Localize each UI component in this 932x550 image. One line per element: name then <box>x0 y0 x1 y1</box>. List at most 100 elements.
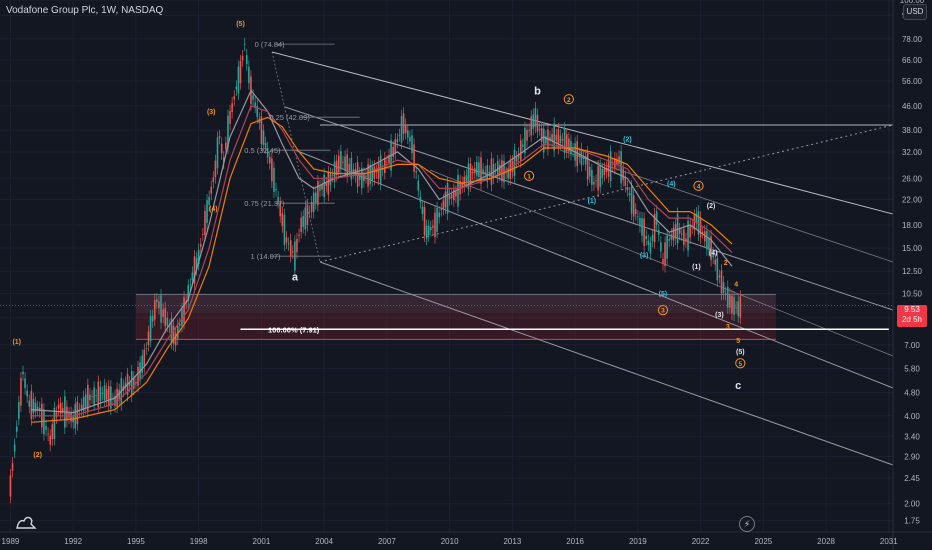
grid-layer <box>0 0 893 532</box>
price-candle-body <box>317 181 319 205</box>
price-candle-body <box>607 159 610 177</box>
price-candle-body <box>291 251 294 253</box>
last-price-tag: 9.53 2d 5h <box>897 305 927 327</box>
price-candle-body <box>722 282 725 294</box>
price-candle-body <box>572 148 574 151</box>
price-candle-body <box>599 165 602 187</box>
fib-level-label: 0.25 (42.09) <box>269 113 310 122</box>
price-candle-body <box>162 309 164 317</box>
fib-level-label: 0.75 (21.37) <box>244 199 285 208</box>
price-candle-body <box>532 114 535 129</box>
price-candle-body <box>639 217 641 227</box>
price-candle-body <box>683 229 685 245</box>
price-candle-body <box>55 412 58 418</box>
time-tick-label: 2007 <box>378 537 396 546</box>
price-candle-body <box>718 275 721 278</box>
price-candle-body <box>256 105 259 118</box>
price-candle-body <box>321 184 323 190</box>
wave-label-circle <box>524 170 535 181</box>
price-candle-body <box>202 234 204 235</box>
fib-level-label: 1 (14.07) <box>250 252 281 261</box>
time-tick-label: 1998 <box>190 537 208 546</box>
time-tick-label: 2019 <box>629 537 647 546</box>
price-candle-body <box>434 212 436 238</box>
price-candle-body <box>720 270 723 294</box>
price-candle-body <box>561 139 564 141</box>
wave-label: (5) <box>659 291 668 298</box>
wave-label: 1 <box>527 173 531 180</box>
price-candle-body <box>149 316 152 341</box>
price-candle-body <box>662 258 664 265</box>
price-candle-body <box>409 136 411 142</box>
price-candle-body <box>486 165 489 182</box>
price-candle-body <box>549 137 551 140</box>
wave-labels-layer: (5) (3) (4) (1) (2) a b 2 1 (2) (1) (4) (3) (5) 3 4 (2) (… <box>12 21 746 459</box>
tradingview-logo-icon[interactable] <box>15 514 37 530</box>
price-candle-body <box>699 217 702 238</box>
price-candle-body <box>233 96 236 100</box>
time-axis: 1989 1992 1995 1998 2001 2004 2007 2010 2013 2016… <box>0 531 932 546</box>
price-candle-body <box>735 307 737 309</box>
price-candle-body <box>166 317 169 326</box>
price-candle-body <box>243 43 246 45</box>
price-candle-body <box>346 154 348 177</box>
wave-label: (4) <box>209 206 218 213</box>
price-candle-body <box>551 134 553 142</box>
price-candle-body <box>254 102 256 107</box>
currency-button[interactable]: USD <box>903 4 927 20</box>
wave-label: (2) <box>707 203 716 210</box>
price-candle-body <box>415 171 417 173</box>
wave-label: b <box>534 85 541 97</box>
price-candle-body <box>13 444 16 452</box>
price-candle-body <box>275 188 277 191</box>
price-candle-body <box>24 378 26 389</box>
price-candle-body <box>208 196 210 205</box>
price-candle-body <box>706 230 708 250</box>
price-tick-label: 2.90 <box>904 453 920 462</box>
price-candle-body <box>204 210 206 235</box>
price-candle-body <box>388 154 390 163</box>
diagonal-dotted-line <box>319 124 894 263</box>
price-candle-body <box>231 103 233 113</box>
price-candle-body <box>616 158 618 165</box>
price-candle-body <box>555 134 558 141</box>
price-candle-body <box>333 161 336 182</box>
price-candle-body <box>47 433 49 435</box>
price-candle-body <box>241 56 244 61</box>
price-candle-body <box>45 426 47 430</box>
price-candle-body <box>689 224 691 238</box>
wave-label: (4) <box>709 250 718 257</box>
price-candle-body <box>252 95 254 100</box>
price-candle-body <box>534 108 537 127</box>
price-tick-label: 32.00 <box>902 148 923 157</box>
price-candle-body <box>214 160 217 178</box>
price-candle-body <box>620 151 622 184</box>
price-candle-body <box>444 191 447 208</box>
price-candle-body <box>327 171 330 195</box>
price-candle-body <box>133 377 135 389</box>
wave-label: (3) <box>640 253 649 260</box>
wave-label: (2) <box>623 136 632 143</box>
price-candle-body <box>158 301 160 309</box>
wave-label: (2) <box>33 452 42 459</box>
price-candle-body <box>95 395 98 396</box>
price-candle-body <box>559 135 562 143</box>
price-candle-body <box>22 371 24 375</box>
lightning-icon[interactable]: ⚡ <box>739 516 755 532</box>
price-tick-label: 4.00 <box>904 412 920 421</box>
price-candle-body <box>304 207 307 230</box>
price-candle-body <box>632 195 635 217</box>
price-tick-label: 5.80 <box>904 365 920 374</box>
price-candle-body <box>216 137 219 169</box>
price-candle-body <box>197 249 200 265</box>
price-candle-body <box>634 209 637 215</box>
price-axis: 106.0094.0078.0066.0056.0046.0038.0032.0… <box>892 0 925 550</box>
price-tick-label: 2.00 <box>904 500 920 509</box>
price-candle-body <box>300 217 302 233</box>
price-tick-label: 15.00 <box>902 244 923 253</box>
wave-label: (3) <box>715 312 724 319</box>
price-candle-body <box>15 426 18 432</box>
price-candle-body <box>672 227 675 241</box>
price-candle-body <box>220 143 223 154</box>
